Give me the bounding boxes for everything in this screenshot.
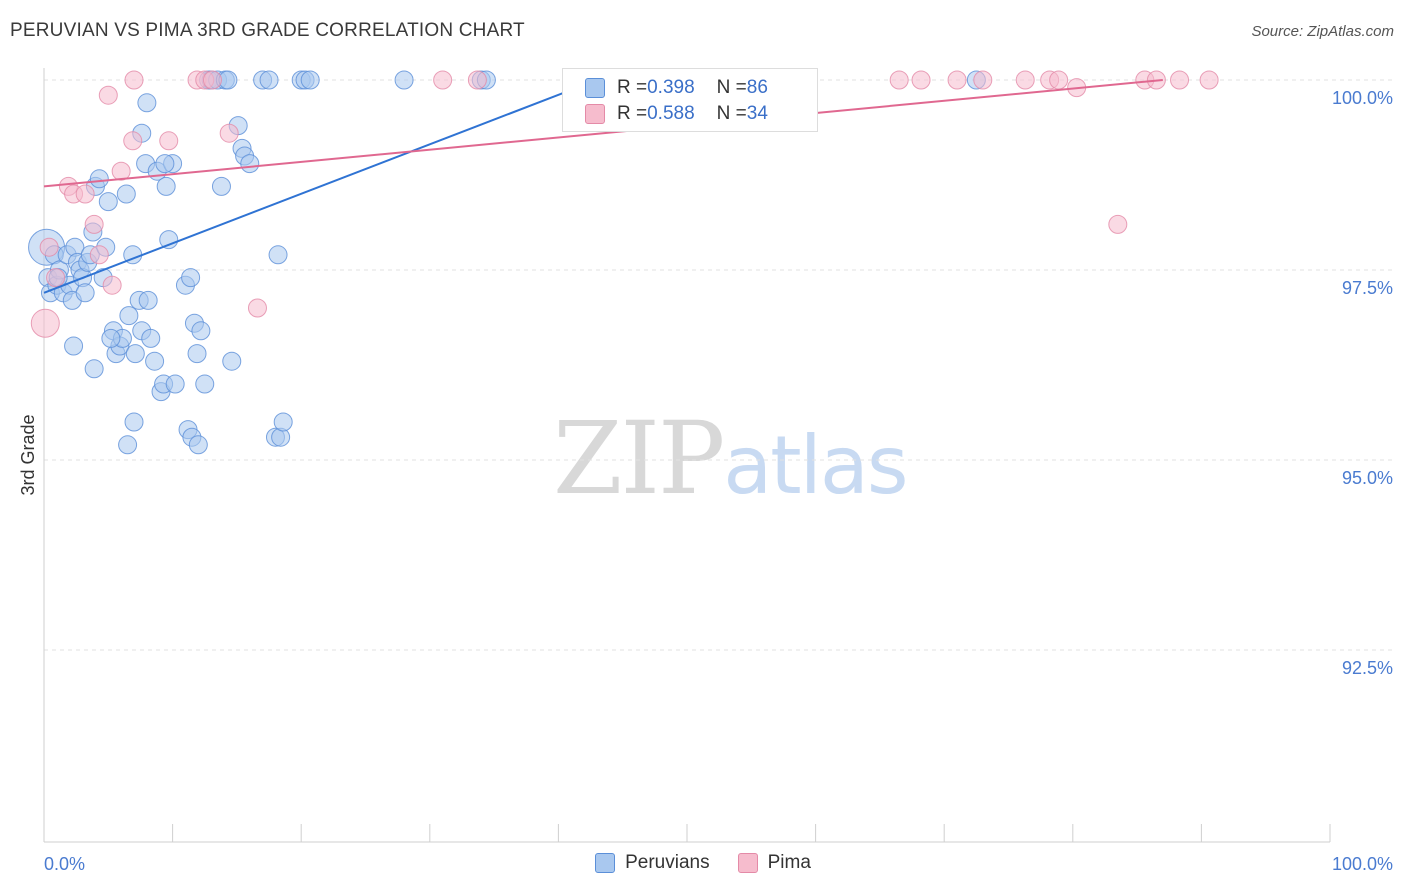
watermark-atlas: atlas [723, 419, 908, 512]
legend-swatch-peruvians [585, 78, 605, 98]
legend-r-value: 0.588 [647, 103, 695, 124]
legend-row-peruvians: R = 0.398 N = 86 [585, 76, 768, 100]
y-tick-label: 100.0% [1332, 88, 1393, 108]
peruvian-point [156, 176, 176, 196]
peruvian-trend-line [43, 79, 598, 294]
peruvian-point [141, 328, 161, 348]
pima-point [75, 184, 95, 204]
peruvian-point [181, 268, 201, 288]
legend-r-label: R = [617, 77, 648, 98]
peruvian-point [273, 412, 293, 432]
y-tick-label: 95.0% [1342, 468, 1393, 488]
pima-point [30, 308, 60, 338]
y-tick-label: 92.5% [1342, 658, 1393, 678]
legend-n-label: N = [716, 77, 747, 98]
pima-trend-line [43, 79, 1163, 188]
series-label-peruvians: Peruvians [625, 852, 710, 873]
legend-r-value: 0.398 [647, 77, 695, 98]
peruvian-point [116, 184, 136, 204]
peruvian-point [145, 351, 165, 371]
pima-point [111, 161, 131, 181]
peruvian-point [187, 344, 207, 364]
peruvian-point [84, 359, 104, 379]
x-tick-label: 0.0% [44, 854, 85, 874]
pima-point [39, 237, 59, 257]
pima-point [98, 85, 118, 105]
pima-point [947, 70, 967, 90]
peruvian-point [137, 93, 157, 113]
series-swatch-peruvians [595, 853, 616, 873]
legend-n-value: 86 [746, 77, 768, 98]
peruvian-point [165, 374, 185, 394]
peruvian-point [118, 435, 138, 455]
chart-title: PERUVIAN VS PIMA 3RD GRADE CORRELATION C… [10, 20, 525, 41]
pima-point [84, 214, 104, 234]
peruvian-point [75, 283, 95, 303]
legend-n-value: 34 [746, 103, 768, 124]
pima-point [1049, 70, 1069, 90]
source-label: Source: ZipAtlas.com [1251, 23, 1394, 40]
pima-point [202, 70, 222, 90]
peruvian-point [300, 70, 320, 90]
legend-n-label: N = [716, 103, 747, 124]
peruvian-point [155, 154, 175, 174]
watermark-zip: ZIP [553, 400, 725, 517]
legend-swatch-pima [585, 104, 605, 124]
watermark: ZIPatlas [553, 400, 909, 517]
legend-row-pima: R = 0.588 N = 34 [585, 102, 768, 126]
pima-point [911, 70, 931, 90]
peruvian-point [98, 192, 118, 212]
peruvian-point [125, 344, 145, 364]
y-axis-title: 3rd Grade [18, 414, 38, 495]
peruvian-point [268, 245, 288, 265]
peruvian-point [240, 154, 260, 174]
peruvian-point [394, 70, 414, 90]
pima-point [159, 131, 179, 151]
pima-point [1108, 214, 1128, 234]
peruvian-point [101, 328, 121, 348]
series-legend-pima[interactable]: Pima [737, 852, 811, 874]
pima-point [973, 70, 993, 90]
pima-point [124, 70, 144, 90]
peruvian-point [259, 70, 279, 90]
y-tick-label: 97.5% [1342, 278, 1393, 298]
stats-legend: R = 0.398 N = 86 R = 0.588 N = 34 [562, 68, 818, 132]
pima-point [219, 123, 239, 143]
pima-point [889, 70, 909, 90]
peruvian-point [195, 374, 215, 394]
pima-point [1170, 70, 1190, 90]
peruvian-point [138, 290, 158, 310]
pima-point [1015, 70, 1035, 90]
series-label-pima: Pima [767, 852, 811, 873]
pima-point [102, 275, 122, 295]
pima-point [433, 70, 453, 90]
peruvian-point [119, 306, 139, 326]
peruvian-point [64, 336, 84, 356]
x-tick-label: 100.0% [1332, 854, 1393, 874]
pima-point [123, 131, 143, 151]
peruvian-point [188, 435, 208, 455]
series-swatch-pima [737, 853, 758, 873]
pima-point [46, 268, 66, 288]
peruvian-point [211, 176, 231, 196]
series-legend: Peruvians Pima [0, 852, 1406, 874]
legend-r-label: R = [617, 103, 648, 124]
peruvian-point [159, 230, 179, 250]
series-legend-peruvians[interactable]: Peruvians [595, 852, 710, 874]
peruvian-point [191, 321, 211, 341]
pima-point [467, 70, 487, 90]
pima-point [247, 298, 267, 318]
peruvian-point [124, 412, 144, 432]
peruvian-point [89, 169, 109, 189]
pima-point [1199, 70, 1219, 90]
peruvian-point [222, 351, 242, 371]
pima-point [89, 245, 109, 265]
